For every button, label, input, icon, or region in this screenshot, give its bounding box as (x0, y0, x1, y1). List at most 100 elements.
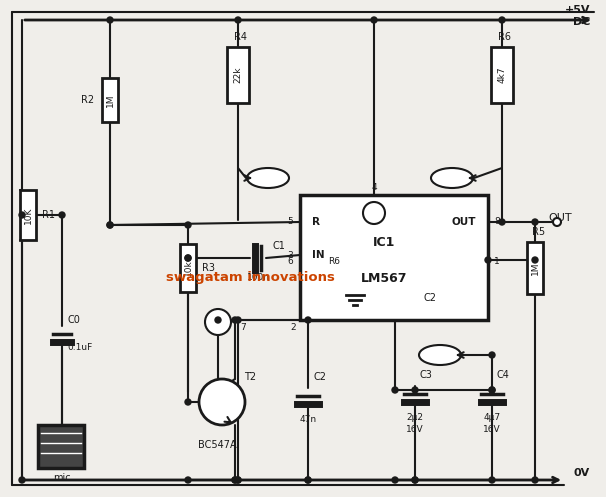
Ellipse shape (419, 345, 461, 365)
Text: 2V7: 2V7 (257, 173, 279, 183)
Text: C0: C0 (67, 315, 80, 325)
Text: OUT: OUT (548, 213, 572, 223)
Circle shape (59, 212, 65, 218)
Circle shape (371, 17, 377, 23)
Text: C3: C3 (419, 370, 432, 380)
Ellipse shape (431, 168, 473, 188)
Text: A: A (214, 317, 222, 327)
Text: R2: R2 (81, 95, 94, 105)
Text: 0V: 0V (574, 468, 590, 478)
Text: 22k: 22k (233, 67, 242, 83)
Circle shape (235, 317, 241, 323)
Text: DC: DC (573, 17, 590, 27)
Text: mic: mic (53, 473, 71, 483)
Circle shape (232, 477, 238, 483)
Text: R1: R1 (42, 210, 55, 220)
Text: 1M: 1M (105, 93, 115, 107)
Circle shape (107, 222, 113, 228)
Text: 1: 1 (494, 257, 500, 266)
Circle shape (485, 257, 491, 263)
Text: OUT: OUT (451, 217, 476, 227)
Bar (300, 195, 488, 320)
Bar (20, 190, 36, 240)
Text: R3: R3 (202, 263, 215, 273)
Circle shape (185, 255, 191, 261)
Circle shape (532, 219, 538, 225)
Text: 4V9: 4V9 (441, 173, 463, 183)
Circle shape (199, 379, 245, 425)
Circle shape (412, 387, 418, 393)
Circle shape (489, 387, 495, 393)
Circle shape (215, 317, 221, 323)
Bar (102, 78, 118, 122)
Circle shape (499, 219, 505, 225)
Bar (180, 244, 196, 292)
Circle shape (412, 477, 418, 483)
Text: C2: C2 (424, 293, 436, 303)
Text: 2μ2: 2μ2 (407, 414, 424, 422)
Circle shape (205, 309, 231, 335)
Circle shape (19, 212, 25, 218)
Text: C2: C2 (313, 372, 326, 382)
Text: R6: R6 (328, 257, 340, 266)
Circle shape (363, 202, 385, 224)
Text: 16V: 16V (406, 425, 424, 434)
Circle shape (107, 17, 113, 23)
Bar (527, 242, 543, 294)
Bar (38, 425, 84, 468)
Text: LM567: LM567 (361, 271, 407, 284)
Text: R5: R5 (533, 227, 545, 237)
Circle shape (392, 477, 398, 483)
Text: 6: 6 (287, 257, 293, 266)
Circle shape (107, 222, 113, 228)
Text: 16V: 16V (483, 425, 501, 434)
Text: 3V9: 3V9 (429, 350, 451, 360)
Text: R4: R4 (233, 32, 247, 42)
Circle shape (305, 477, 311, 483)
Circle shape (235, 17, 241, 23)
Text: 10k: 10k (184, 259, 193, 276)
Text: 100n: 100n (247, 273, 270, 282)
Circle shape (532, 257, 538, 263)
Circle shape (392, 387, 398, 393)
Circle shape (235, 477, 241, 483)
Ellipse shape (247, 168, 289, 188)
Text: R6: R6 (498, 32, 510, 42)
Circle shape (185, 399, 191, 405)
Text: 1M: 1M (530, 261, 539, 275)
Text: 4k7: 4k7 (498, 67, 507, 83)
Text: 3: 3 (287, 250, 293, 259)
Circle shape (532, 477, 538, 483)
Text: 5: 5 (287, 218, 293, 227)
Circle shape (185, 477, 191, 483)
Circle shape (232, 317, 238, 323)
Circle shape (305, 317, 311, 323)
Circle shape (489, 352, 495, 358)
Circle shape (305, 477, 311, 483)
Circle shape (232, 477, 238, 483)
Text: C1: C1 (272, 241, 285, 251)
Circle shape (553, 218, 561, 226)
Text: 0.1uF: 0.1uF (67, 343, 92, 352)
Circle shape (185, 222, 191, 228)
Circle shape (489, 387, 495, 393)
Text: 4μ7: 4μ7 (484, 414, 501, 422)
Circle shape (19, 477, 25, 483)
Text: IC1: IC1 (373, 237, 395, 249)
Text: BC547A: BC547A (198, 440, 236, 450)
Text: 10K: 10K (24, 206, 33, 224)
Text: 4: 4 (371, 182, 377, 191)
Text: 2: 2 (290, 324, 296, 332)
Text: IN: IN (312, 250, 325, 260)
Text: +: + (368, 206, 380, 220)
Text: 7: 7 (240, 324, 246, 332)
Text: 47n: 47n (299, 415, 316, 424)
Text: +5V: +5V (565, 5, 590, 15)
Bar (491, 47, 513, 103)
Text: swagatam innovations: swagatam innovations (165, 271, 335, 284)
Text: R: R (312, 217, 320, 227)
Circle shape (185, 255, 191, 261)
Text: C4: C4 (496, 370, 509, 380)
Circle shape (412, 477, 418, 483)
Bar (227, 47, 249, 103)
